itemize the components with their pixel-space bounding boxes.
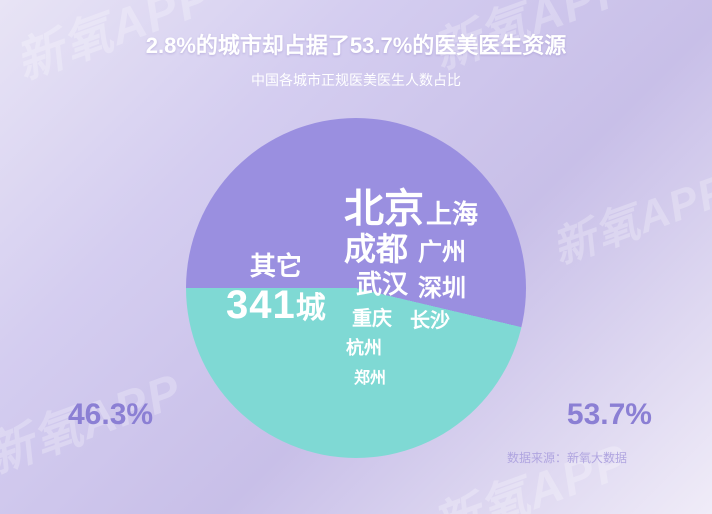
- city-label: 重庆: [352, 302, 392, 331]
- percent-left: 46.3%: [68, 398, 153, 432]
- chart-title: 2.8%的城市却占据了53.7%的医美医生资源: [0, 0, 712, 60]
- pie-labels: 其它 341城 北京上海成都广州武汉深圳重庆长沙杭州郑州: [186, 118, 526, 458]
- other-label-line1: 其它: [226, 246, 326, 283]
- watermark: 新氧APP: [542, 154, 712, 276]
- chart-subtitle: 中国各城市正规医美医生人数占比: [0, 70, 712, 90]
- other-suffix: 城: [296, 292, 326, 325]
- percent-right: 53.7%: [567, 398, 652, 432]
- city-label: 广州: [418, 232, 466, 267]
- pie-chart: 其它 341城 北京上海成都广州武汉深圳重庆长沙杭州郑州: [186, 118, 526, 458]
- city-label: 武汉: [356, 264, 408, 301]
- city-label: 郑州: [354, 364, 386, 388]
- other-label-line2: 341城: [226, 283, 326, 328]
- city-label: 杭州: [346, 334, 382, 360]
- city-label: 深圳: [418, 268, 466, 303]
- other-count: 341: [226, 283, 296, 327]
- city-label: 长沙: [410, 304, 450, 333]
- other-cities-label: 其它 341城: [226, 246, 326, 328]
- city-label: 上海: [426, 194, 478, 231]
- data-source: 数据来源：新氧大数据: [507, 449, 627, 466]
